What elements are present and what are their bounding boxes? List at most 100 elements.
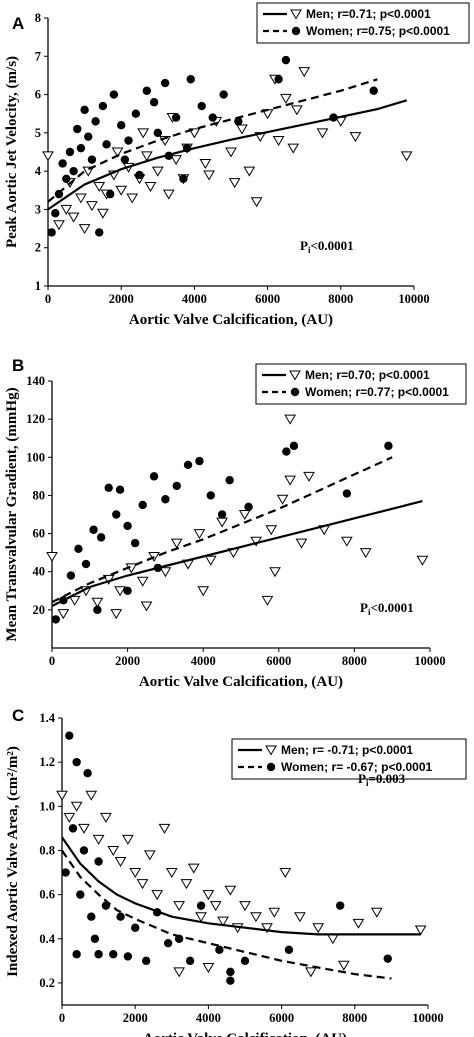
data-point xyxy=(111,147,124,158)
data-point xyxy=(250,912,262,923)
data-point xyxy=(224,885,237,896)
data-point xyxy=(195,912,207,923)
data-point xyxy=(250,197,263,208)
data-point xyxy=(87,155,97,164)
data-point xyxy=(268,907,281,918)
data-point xyxy=(80,105,89,115)
data-point xyxy=(94,857,103,866)
data-point xyxy=(76,143,86,153)
data-point xyxy=(291,105,303,116)
data-point xyxy=(335,901,345,910)
data-point xyxy=(303,471,315,482)
data-point xyxy=(160,78,170,88)
panel-letter: B xyxy=(12,356,24,375)
data-point xyxy=(295,538,308,549)
series-men xyxy=(46,414,429,620)
data-point xyxy=(91,117,100,126)
fit-line-women xyxy=(61,849,392,980)
series-women xyxy=(51,441,393,624)
data-point xyxy=(151,166,164,177)
pi-value: <0.0001 xyxy=(310,238,353,253)
data-point xyxy=(173,967,185,978)
data-point xyxy=(170,538,183,549)
y-tick-label: 2 xyxy=(35,241,41,255)
data-point xyxy=(236,124,248,135)
y-tick-label: 0.6 xyxy=(39,888,55,902)
data-point xyxy=(96,533,106,542)
data-point xyxy=(276,494,289,505)
pi-value: =0.003 xyxy=(368,771,405,786)
data-point xyxy=(149,472,159,481)
x-axis-label: Aortic Valve Calcification, (AU) xyxy=(129,312,333,328)
data-point xyxy=(110,609,123,620)
data-point xyxy=(225,147,237,158)
data-point xyxy=(138,500,147,510)
data-point xyxy=(305,967,317,978)
pi-main: P xyxy=(358,771,366,786)
data-point xyxy=(129,868,142,879)
data-point xyxy=(109,950,118,959)
data-point xyxy=(199,158,212,169)
legend-marker-triangle xyxy=(265,745,277,756)
fit-line-women xyxy=(51,456,393,604)
data-point xyxy=(75,193,87,204)
x-tick-label: 10000 xyxy=(398,292,429,306)
data-point xyxy=(140,601,153,612)
data-point xyxy=(100,812,112,823)
data-point xyxy=(284,414,297,425)
data-point xyxy=(312,923,325,934)
pi-annotation: Pi<0.0001 xyxy=(300,238,354,255)
data-point xyxy=(195,456,204,466)
data-point xyxy=(158,823,171,834)
data-point xyxy=(416,555,429,566)
data-point xyxy=(91,597,104,608)
data-point xyxy=(123,586,132,595)
legend-label: Men; r= -0.71; p<0.0001 xyxy=(281,743,413,757)
fit-line-women xyxy=(47,78,378,203)
data-point xyxy=(84,132,93,141)
data-point xyxy=(215,945,224,955)
data-point xyxy=(162,189,175,200)
x-tick-label: 2000 xyxy=(115,654,140,668)
data-point xyxy=(414,925,427,936)
data-point xyxy=(98,101,108,111)
data-point xyxy=(281,55,291,65)
data-point xyxy=(279,868,292,879)
panel-c: C 0 2000 4000 6000 8000 10000 0.2 0.4 0.6 0.8 1.0 1.… xyxy=(5,706,467,1037)
data-point xyxy=(261,923,273,934)
data-point xyxy=(234,117,243,126)
legend-marker-circle xyxy=(291,26,301,36)
data-point xyxy=(140,151,153,162)
data-point xyxy=(90,934,100,943)
data-point xyxy=(115,485,125,494)
y-tick-label: 60 xyxy=(33,527,46,541)
data-point xyxy=(206,491,215,500)
data-point xyxy=(173,901,185,912)
data-point xyxy=(60,204,73,215)
pi-value: <0.0001 xyxy=(370,600,413,615)
data-point xyxy=(384,441,393,451)
data-point xyxy=(383,954,392,963)
data-point xyxy=(163,938,173,948)
data-point xyxy=(359,548,372,559)
data-point xyxy=(153,128,162,138)
data-point xyxy=(42,151,54,162)
data-point xyxy=(62,174,71,183)
data-point xyxy=(185,956,195,966)
panel-b: B 0 2000 4000 6000 8000 10000 20 40 60 80 100 120 140… xyxy=(4,356,467,690)
data-point xyxy=(352,918,365,929)
y-tick-label: 5 xyxy=(35,126,41,140)
data-point xyxy=(186,75,195,84)
pi-subscript: i xyxy=(308,245,311,255)
data-point xyxy=(217,916,229,927)
x-tick-label: 10000 xyxy=(412,1011,443,1025)
y-tick-label: 7 xyxy=(35,49,41,63)
y-tick-label: 80 xyxy=(33,488,46,502)
data-point xyxy=(340,536,353,547)
x-tick-label: 0 xyxy=(49,654,55,668)
y-tick-label: 20 xyxy=(33,603,46,617)
data-point xyxy=(92,834,105,845)
data-point xyxy=(193,529,206,540)
data-point xyxy=(109,90,119,99)
legend: Men; r=0.70; p<0.0001 Women; r=0.77; p<0.… xyxy=(255,363,467,405)
